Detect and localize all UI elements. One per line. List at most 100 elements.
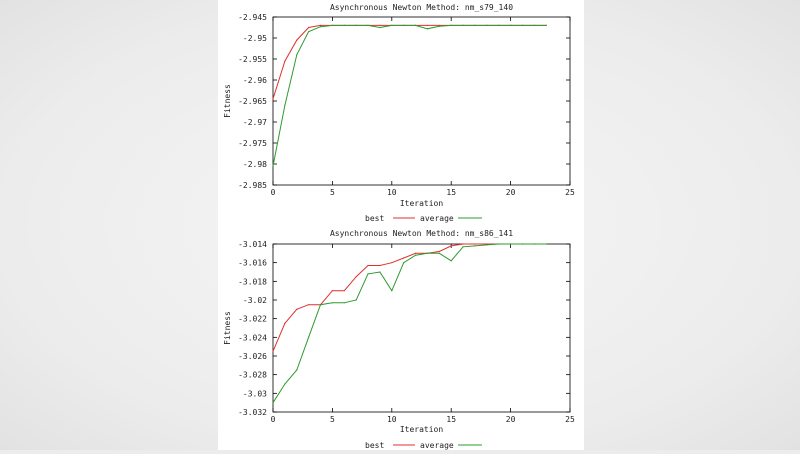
legend-label-best: best [365, 441, 384, 450]
data-point-average [426, 252, 429, 254]
data-point-best [272, 350, 274, 352]
data-point-average [319, 304, 322, 306]
data-point-best [284, 322, 286, 324]
data-point-best [319, 24, 322, 26]
data-point-average [438, 25, 440, 27]
data-point-average [486, 24, 488, 26]
data-point-average [343, 302, 345, 304]
x-axis-label: Iteration [400, 425, 444, 434]
legend-label-best: best [365, 214, 384, 223]
data-point-average [343, 24, 345, 26]
data-point-best [355, 276, 357, 278]
data-point-average [414, 24, 417, 26]
legend-label-average: average [420, 214, 454, 223]
y-tick-label: -2.945 [238, 13, 267, 22]
x-tick-label: 0 [271, 188, 276, 197]
x-tick-label: 25 [565, 188, 575, 197]
plot-frame [272, 243, 571, 413]
y-axis-label: Fitness [223, 84, 232, 118]
x-tick-label: 10 [387, 188, 397, 197]
y-tick-label: -2.97 [243, 118, 267, 127]
data-point-best [379, 264, 381, 267]
data-point-average [403, 24, 405, 26]
y-tick-label: -2.95 [243, 34, 267, 43]
data-point-average [438, 252, 440, 254]
data-point-best [474, 243, 476, 245]
x-axis-label: Iteration [400, 199, 444, 208]
data-point-average [474, 24, 476, 26]
y-tick-label: -2.98 [243, 160, 267, 169]
data-point-average [284, 104, 286, 106]
data-point-average [355, 299, 357, 301]
y-tick-label: -2.965 [238, 97, 267, 106]
data-point-average [450, 260, 452, 262]
data-point-best [462, 243, 464, 245]
data-point-average [486, 244, 488, 246]
data-point-best [379, 24, 381, 26]
data-point-average [510, 24, 512, 26]
y-tick-label: -2.955 [238, 55, 267, 64]
data-point-average [521, 24, 524, 26]
data-point-average [272, 165, 274, 167]
data-point-average [308, 31, 310, 33]
chart-2: Asynchronous Newton Method: nm_s86_141 0 5… [223, 229, 575, 450]
x-tick-label: 5 [330, 415, 335, 424]
data-point-average [296, 369, 298, 371]
x-tick-label: 0 [271, 415, 276, 424]
y-tick-label: -3.032 [238, 408, 267, 417]
plot-frame [272, 16, 571, 186]
series-line-best [272, 24, 547, 100]
chart-title: Asynchronous Newton Method: nm_s79_140 [330, 3, 513, 12]
data-point-average [521, 243, 524, 245]
y-tick-label: -3.018 [238, 277, 267, 286]
data-point-average [450, 24, 452, 26]
data-point-average [272, 402, 274, 404]
data-point-average [414, 254, 417, 256]
series-line-best [272, 243, 547, 352]
data-point-average [533, 243, 535, 245]
x-tick-label: 10 [387, 415, 397, 424]
chart-title: Asynchronous Newton Method: nm_s86_141 [330, 229, 513, 238]
charts-panel: Asynchronous Newton Method: nm_s79_140 0 5… [218, 0, 584, 450]
data-point-best [308, 26, 310, 29]
x-tick-label: 15 [446, 188, 456, 197]
data-point-average [367, 24, 369, 26]
y-tick-label: -3.022 [238, 315, 267, 324]
y-tick-label: -3.016 [238, 259, 267, 268]
chart-1: Asynchronous Newton Method: nm_s79_140 0 5… [223, 3, 575, 223]
data-point-average [319, 26, 322, 28]
x-tick-label: 20 [506, 415, 516, 424]
data-point-average [533, 24, 535, 26]
y-axis-label: Fitness [223, 311, 232, 345]
data-point-average [331, 302, 333, 304]
data-point-average [403, 262, 405, 264]
data-point-best [296, 39, 298, 41]
data-point-average [331, 24, 333, 26]
data-point-best [391, 262, 393, 264]
data-point-average [545, 24, 547, 26]
x-tick-label: 25 [565, 415, 575, 424]
data-point-average [498, 243, 500, 245]
data-point-average [296, 54, 298, 56]
data-point-best [450, 245, 452, 247]
data-point-average [284, 383, 286, 385]
x-tick-label: 15 [446, 415, 456, 424]
data-point-average [367, 273, 369, 275]
data-point-average [391, 24, 393, 26]
data-point-best [308, 304, 310, 306]
data-point-average [379, 271, 381, 273]
data-point-best [426, 24, 429, 26]
legend-label-average: average [420, 441, 454, 450]
data-point-best [414, 252, 417, 254]
data-point-average [308, 336, 310, 338]
data-point-average [391, 290, 393, 292]
data-point-average [462, 246, 464, 248]
y-tick-label: -2.96 [243, 76, 267, 85]
y-tick-label: -3.02 [243, 296, 267, 305]
y-tick-label: -3.028 [238, 371, 267, 380]
y-tick-label: -3.026 [238, 352, 267, 361]
data-point-average [426, 28, 429, 30]
data-point-best [403, 257, 405, 259]
data-point-average [379, 26, 381, 29]
